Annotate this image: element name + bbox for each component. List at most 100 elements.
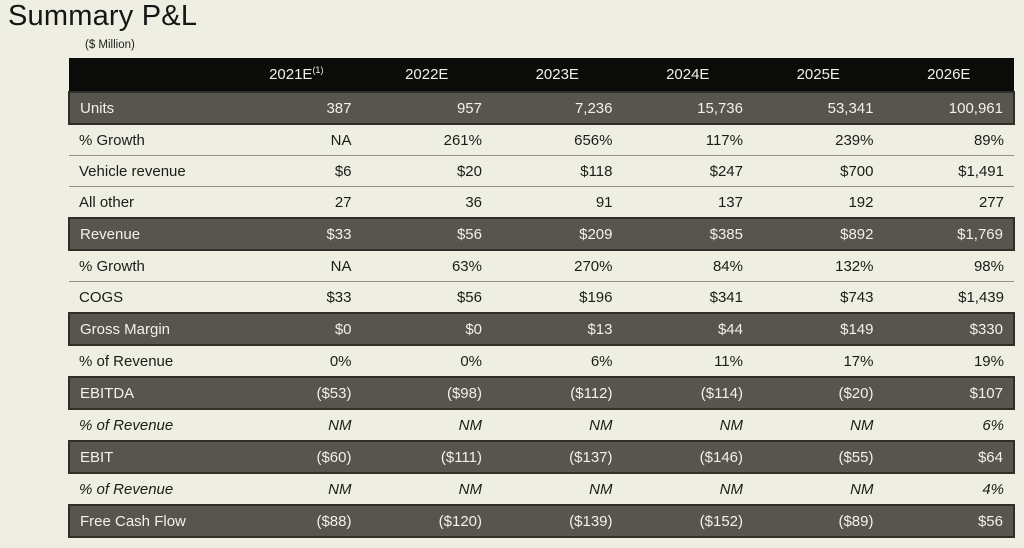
cell-value: $0 — [231, 312, 362, 346]
row-label: All other — [69, 186, 231, 219]
cell-value: ($88) — [231, 504, 362, 538]
units-note: ($ Million) — [85, 39, 135, 51]
cell-value: 192 — [753, 186, 884, 219]
row-label: EBITDA — [68, 376, 231, 410]
table-row: Free Cash Flow ($88) ($120) ($139) ($152) ($8… — [68, 504, 1015, 538]
cell-value: 100,961 — [883, 91, 1015, 125]
cell-value: NM — [361, 473, 492, 506]
cell-value: NA — [231, 250, 362, 282]
corner-cell — [69, 58, 231, 92]
cell-value: 11% — [622, 345, 753, 378]
cell-value: $33 — [231, 217, 362, 251]
cell-value: ($120) — [361, 504, 492, 538]
cell-value: ($53) — [231, 376, 362, 410]
table-row: EBIT ($60) ($111) ($137) ($146) ($55) $64 — [68, 440, 1015, 474]
table-row: % Growth NA 261% 656% 117% 239% 89% — [69, 124, 1014, 156]
row-label: % of Revenue — [69, 409, 231, 442]
row-label: % of Revenue — [69, 473, 231, 506]
cell-value: ($139) — [492, 504, 623, 538]
cell-value: 17% — [753, 345, 884, 378]
table-row: % of Revenue 0% 0% 6% 11% 17% 19% — [69, 345, 1014, 378]
year-column-header: 2026E — [883, 58, 1014, 92]
cell-value: $700 — [753, 155, 884, 187]
cell-value: $385 — [622, 217, 753, 251]
cell-value: $118 — [492, 155, 623, 187]
cell-value: ($146) — [622, 440, 753, 474]
cell-value: 6% — [883, 409, 1014, 442]
cell-value: 89% — [883, 124, 1014, 156]
cell-value: $1,491 — [883, 155, 1014, 187]
row-label: % Growth — [69, 250, 231, 282]
cell-value: 53,341 — [753, 91, 884, 125]
cell-value: NM — [492, 409, 623, 442]
row-label: Gross Margin — [68, 312, 231, 346]
row-label: Vehicle revenue — [69, 155, 231, 187]
table-row: Revenue $33 $56 $209 $385 $892 $1,769 — [68, 217, 1015, 251]
cell-value: 91 — [492, 186, 623, 219]
cell-value: ($137) — [492, 440, 623, 474]
table-body: Units 387 957 7,236 15,736 53,341 100,961% Gro… — [68, 91, 1015, 538]
table-row: % of Revenue NM NM NM NM NM 4% — [69, 473, 1014, 506]
cell-value: NM — [753, 409, 884, 442]
cell-value: NM — [492, 473, 623, 506]
row-label: COGS — [69, 281, 231, 314]
cell-value: 6% — [492, 345, 623, 378]
cell-value: 117% — [622, 124, 753, 156]
cell-value: ($112) — [492, 376, 623, 410]
cell-value: ($55) — [753, 440, 884, 474]
cell-value: $64 — [883, 440, 1015, 474]
cell-value: $56 — [361, 217, 492, 251]
row-label: Units — [68, 91, 231, 125]
cell-value: ($89) — [753, 504, 884, 538]
cell-value: $892 — [753, 217, 884, 251]
page-title: Summary P&L — [8, 0, 198, 32]
cell-value: 387 — [231, 91, 362, 125]
cell-value: $196 — [492, 281, 623, 314]
cell-value: NM — [622, 473, 753, 506]
row-label: % Growth — [69, 124, 231, 156]
cell-value: $149 — [753, 312, 884, 346]
year-column-header: 2021E(1) — [231, 58, 362, 92]
cell-value: 239% — [753, 124, 884, 156]
cell-value: $6 — [231, 155, 362, 187]
cell-value: ($98) — [361, 376, 492, 410]
table-row: Vehicle revenue $6 $20 $118 $247 $700 $1,491 — [69, 155, 1014, 187]
year-column-header: 2022E — [361, 58, 492, 92]
cell-value: $107 — [883, 376, 1015, 410]
cell-value: $341 — [622, 281, 753, 314]
cell-value: NM — [361, 409, 492, 442]
cell-value: NM — [622, 409, 753, 442]
table-row: % of Revenue NM NM NM NM NM 6% — [69, 409, 1014, 442]
cell-value: $209 — [492, 217, 623, 251]
cell-value: 261% — [361, 124, 492, 156]
cell-value: $56 — [361, 281, 492, 314]
row-label: Free Cash Flow — [68, 504, 231, 538]
row-label: EBIT — [68, 440, 231, 474]
cell-value: $0 — [361, 312, 492, 346]
cell-value: 4% — [883, 473, 1014, 506]
cell-value: 98% — [883, 250, 1014, 282]
row-label: Revenue — [68, 217, 231, 251]
cell-value: 957 — [361, 91, 492, 125]
cell-value: $56 — [883, 504, 1015, 538]
table-row: Units 387 957 7,236 15,736 53,341 100,961 — [68, 91, 1015, 125]
cell-value: 277 — [883, 186, 1014, 219]
cell-value: ($20) — [753, 376, 884, 410]
cell-value: ($114) — [622, 376, 753, 410]
cell-value: 15,736 — [622, 91, 753, 125]
cell-value: NM — [753, 473, 884, 506]
cell-value: $33 — [231, 281, 362, 314]
cell-value: 270% — [492, 250, 623, 282]
cell-value: $44 — [622, 312, 753, 346]
table-row: EBITDA ($53) ($98) ($112) ($114) ($20) $107 — [68, 376, 1015, 410]
row-label: % of Revenue — [69, 345, 231, 378]
year-column-header: 2024E — [622, 58, 753, 92]
cell-value: $20 — [361, 155, 492, 187]
cell-value: 656% — [492, 124, 623, 156]
cell-value: 7,236 — [492, 91, 623, 125]
cell-value: 0% — [361, 345, 492, 378]
footnote-marker: (1) — [312, 65, 324, 75]
cell-value: NM — [231, 473, 362, 506]
cell-value: 19% — [883, 345, 1014, 378]
